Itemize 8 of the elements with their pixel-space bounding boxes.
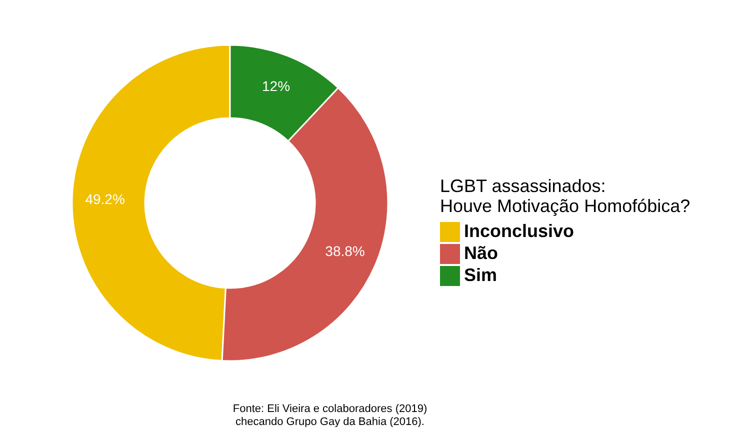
legend-label: Não: [464, 243, 498, 263]
legend-title: LGBT assassinados: Houve Motivação Homofóbica?: [440, 176, 690, 216]
data-label: 38.8%: [325, 242, 365, 259]
data-label: 12%: [262, 78, 290, 94]
source-note: Fonte: Eli Vieira e colaboradores (2019) checando Grupo Gay da Bahia (2016).: [232, 403, 428, 428]
legend-label: Inconclusivo: [464, 221, 574, 241]
legend-label: Sim: [464, 265, 498, 285]
data-label: 49.2%: [85, 190, 125, 207]
